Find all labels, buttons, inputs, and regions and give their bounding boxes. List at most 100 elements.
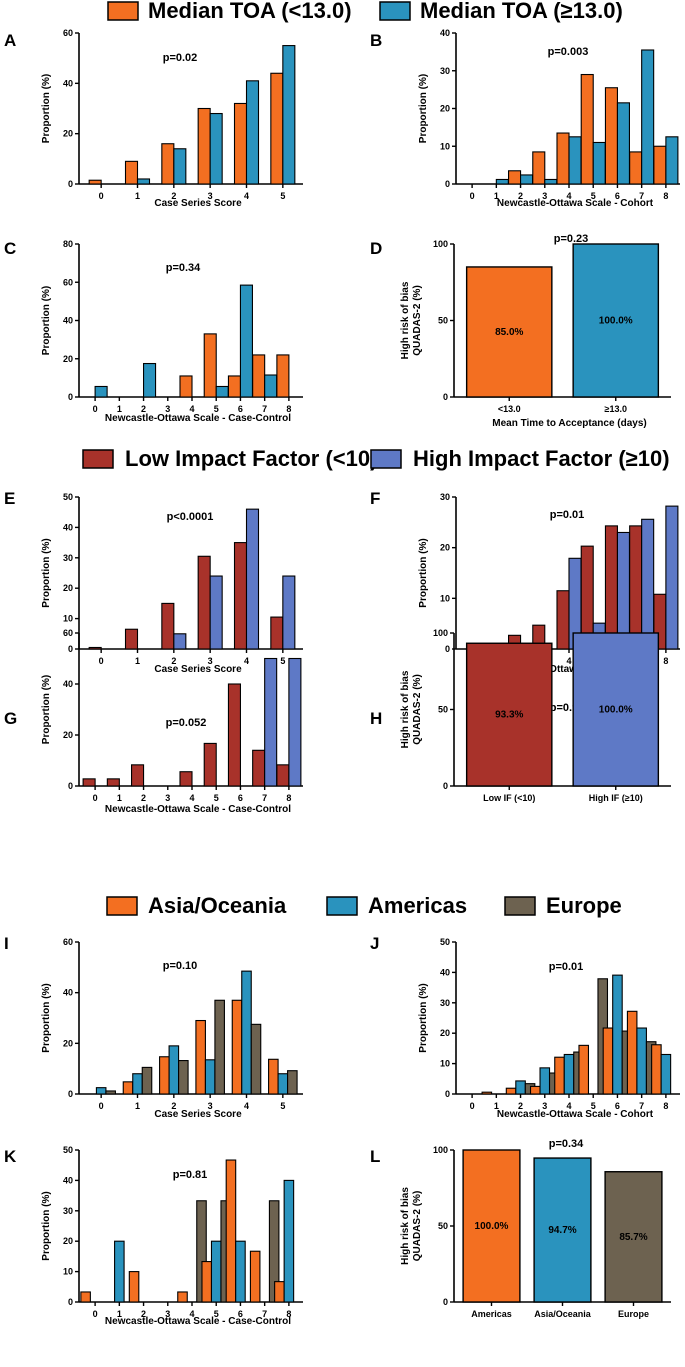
x-tick-label: 3 [542, 1101, 547, 1111]
chart-panel-d: D 0 50 100 High risk of biasQUADAS-2 (%) Mean… [370, 233, 671, 429]
y-axis-title: Proportion (%) [418, 538, 429, 607]
bar-europe-5 [287, 1070, 298, 1095]
y-tick-label: 0 [443, 1297, 448, 1307]
x-axis-title: Newcastle-Ottawa Scale - Case-Control [105, 413, 291, 424]
legend-item: Median TOA (<13.0) [107, 0, 352, 23]
bar-median_low-1 [124, 160, 139, 185]
bar-asia-0 [80, 1291, 91, 1303]
y-tick-label: 100 [433, 1145, 448, 1155]
x-tick-label: 7 [262, 793, 267, 803]
bar-americas-0 [95, 1087, 107, 1095]
y-tick-label: 30 [63, 1206, 73, 1216]
bar-value-label: 100.0% [599, 316, 633, 327]
y-axis-title-line: QUADAS-2 (%) [412, 674, 423, 745]
y-axis-title-line: Proportion (%) [41, 538, 52, 607]
bar-value-label: 94.7% [548, 1225, 576, 1236]
bar-if_low-5 [270, 616, 284, 650]
panel-letter: I [4, 934, 9, 953]
panel-letter: B [370, 31, 382, 50]
x-tick-label: 4 [244, 1101, 249, 1111]
y-tick-label: 40 [63, 988, 73, 998]
x-tick-label: 8 [663, 191, 668, 201]
bar-median_high-2 [173, 148, 187, 185]
y-tick-label: 60 [63, 628, 73, 638]
x-tick-label: 1 [135, 656, 140, 666]
x-tick-label: 0 [470, 191, 475, 201]
x-tick-label: 5 [214, 793, 219, 803]
y-tick-label: 50 [438, 316, 448, 326]
x-tick-label: 5 [214, 404, 219, 414]
y-tick-label: 20 [63, 730, 73, 740]
bar-median_high [572, 243, 660, 398]
y-tick-label: 10 [440, 141, 450, 151]
legend-swatch [370, 449, 402, 469]
bar-median_low-5 [270, 72, 284, 185]
bar-median_high-7 [641, 49, 655, 185]
y-tick-label: 0 [68, 644, 73, 654]
x-tick-label: 1 [117, 404, 122, 414]
x-tick-label: 5 [280, 656, 285, 666]
y-tick-label: 20 [440, 104, 450, 114]
bar-asia [462, 1149, 521, 1303]
bar-if_high-5 [282, 575, 296, 650]
y-tick-label: 10 [63, 1267, 73, 1277]
bar-if_high [572, 632, 660, 787]
bar-value-label: 100.0% [475, 1221, 509, 1232]
bar-asia-2 [159, 1056, 170, 1095]
y-tick-label: 40 [63, 679, 73, 689]
x-tick-label: 2 [171, 191, 176, 201]
y-tick-label: 10 [440, 593, 450, 603]
p-value: p=0.34 [166, 262, 201, 274]
bar-median_high-2 [520, 174, 534, 185]
x-tick-label: 8 [663, 1101, 668, 1111]
bar-europe-1 [141, 1066, 153, 1095]
y-tick-label: 30 [440, 492, 450, 502]
legend-label: Low Impact Factor (<10) [125, 446, 377, 471]
bar-if_high-8 [288, 657, 302, 787]
x-tick-label: 5 [214, 1309, 219, 1319]
x-tick-label: 3 [165, 793, 170, 803]
bar-americas-4 [563, 1053, 575, 1095]
bar-americas-6 [612, 974, 623, 1095]
y-tick-label: 50 [438, 705, 448, 715]
p-value: p<0.0001 [167, 511, 214, 523]
bar-median_low-4 [556, 132, 570, 185]
x-tick-label: 7 [639, 191, 644, 201]
x-tick-label: 0 [99, 191, 104, 201]
legend-item: High Impact Factor (≥10) [370, 446, 670, 471]
bar-if_low-4 [179, 771, 193, 787]
y-axis-title-line: Proportion (%) [418, 74, 429, 143]
y-axis-title: Proportion (%) [41, 286, 52, 355]
bar-asia-1 [481, 1091, 493, 1095]
x-tick-label: 4 [244, 191, 249, 201]
bar-americas-8 [660, 1053, 672, 1095]
x-tick-label: 0 [93, 1309, 98, 1319]
x-tick-label: 4 [566, 656, 571, 666]
bar-median_low-2 [161, 143, 175, 185]
bar-median_low-4 [179, 375, 193, 398]
y-axis-title: Proportion (%) [418, 983, 429, 1052]
bar-asia-8 [274, 1281, 285, 1303]
legend-item: Asia/Oceania [106, 893, 287, 918]
x-tick-label: 2 [171, 656, 176, 666]
x-tick-label: 1 [117, 793, 122, 803]
y-tick-label: 20 [63, 1236, 73, 1246]
bar-americas-8 [283, 1179, 295, 1303]
y-axis-title-line: Proportion (%) [41, 675, 52, 744]
bar-asia-2 [505, 1087, 517, 1095]
y-axis-title: Proportion (%) [41, 675, 52, 744]
x-tick-label: 3 [208, 656, 213, 666]
bar-americas-1 [114, 1240, 125, 1303]
x-axis-title: Newcastle-Ottawa Scale - Case-Control [105, 1316, 291, 1327]
x-tick-label: 7 [262, 1309, 267, 1319]
bar-median_high-6 [239, 284, 253, 398]
y-axis-title-line: QUADAS-2 (%) [412, 285, 423, 356]
y-axis-title-line: Proportion (%) [41, 983, 52, 1052]
panel-letter: F [370, 489, 380, 508]
bar-if_high-4 [245, 508, 260, 650]
bar-americas-5 [277, 1073, 289, 1095]
